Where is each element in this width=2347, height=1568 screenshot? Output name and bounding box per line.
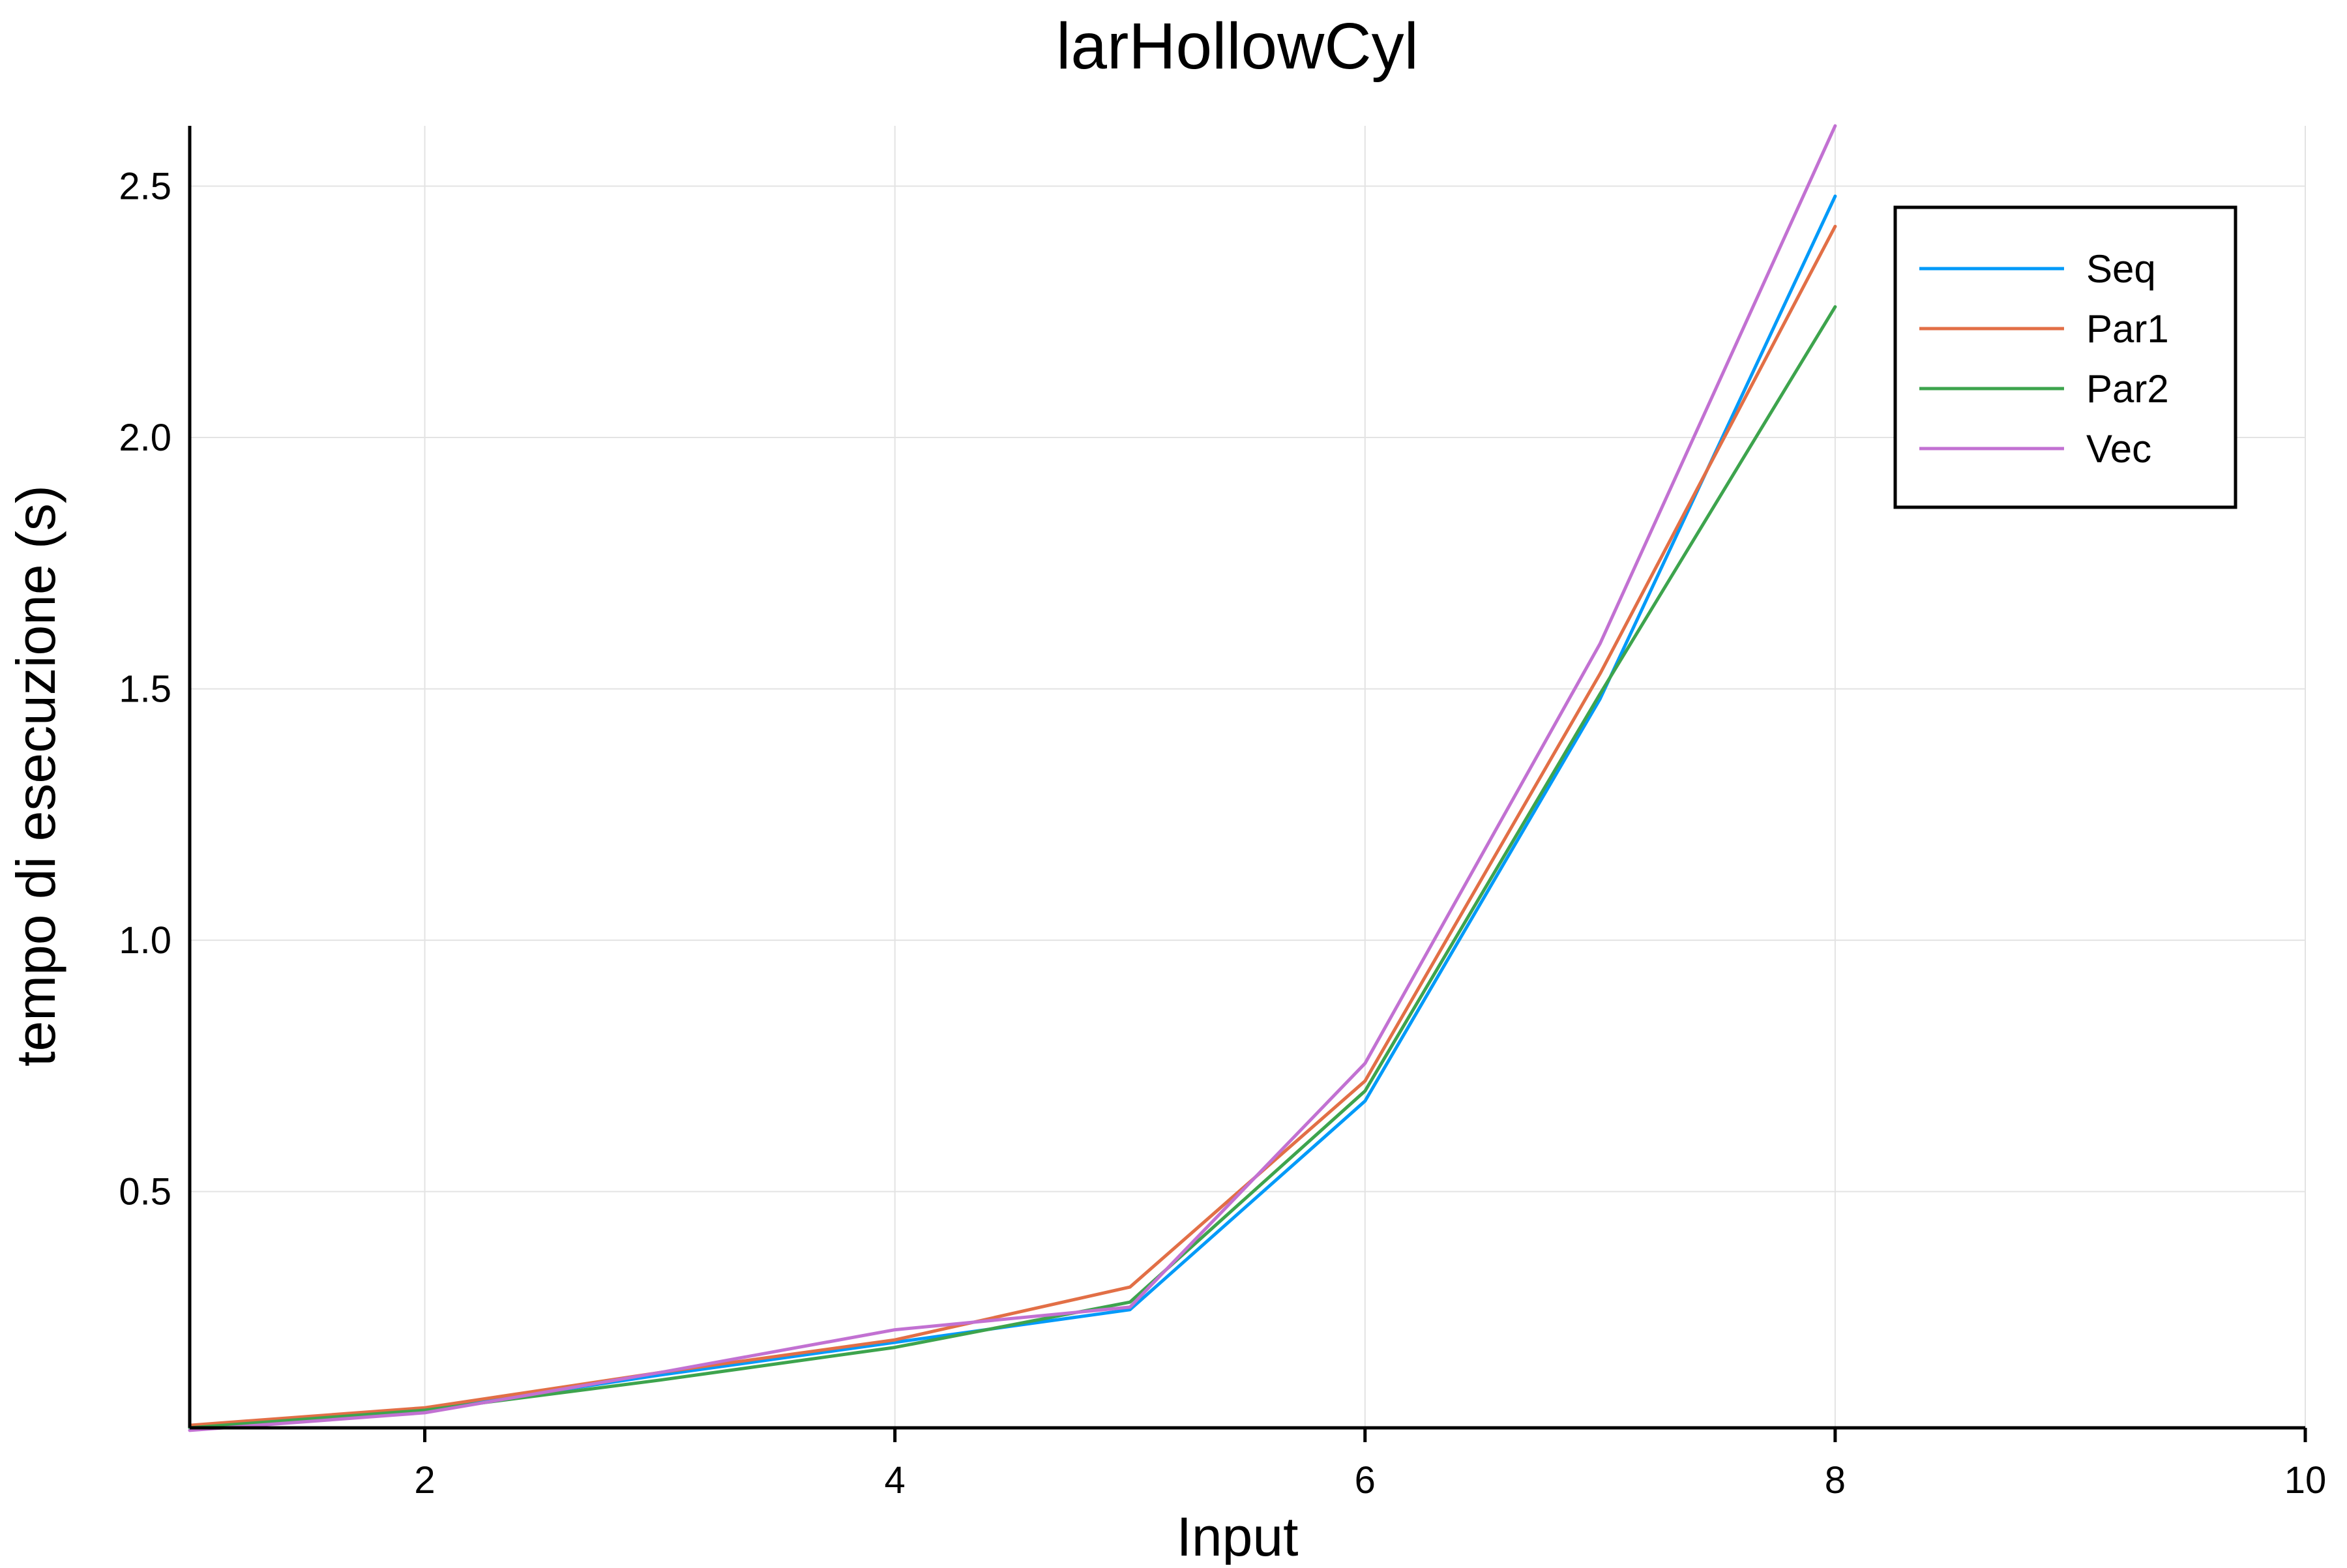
y-tick-label: 0.5 (119, 1171, 171, 1213)
legend-label-seq: Seq (2086, 247, 2156, 291)
tick-labels: 2 4 6 8 10 0.5 1.0 1.5 2.0 2.5 (119, 166, 2326, 1501)
series-lines (188, 124, 1837, 1432)
y-tick-label: 2.5 (119, 166, 171, 208)
axes (188, 126, 2307, 1442)
series-line-seq (188, 194, 1837, 1430)
legend-box (1893, 205, 2237, 509)
series-line-vec (188, 124, 1837, 1432)
y-tick-label: 1.0 (119, 919, 171, 962)
legend-label-par1: Par1 (2086, 307, 2169, 351)
y-tick-label: 1.5 (119, 668, 171, 711)
x-axis-label: Input (1177, 1506, 1299, 1565)
x-tick-label: 4 (885, 1459, 906, 1501)
legend: Seq Par1 Par2 Vec (1893, 205, 2237, 509)
series-line-par1 (188, 224, 1837, 1427)
x-tick-label: 8 (1825, 1459, 1846, 1501)
y-axis-label: tempo di esecuzione (s) (5, 485, 66, 1067)
chart-title: larHollowCyl (1056, 10, 1419, 83)
legend-label-par2: Par2 (2086, 367, 2169, 411)
series-line-par2 (188, 305, 1837, 1430)
x-tick-label: 10 (2284, 1459, 2327, 1501)
y-tick-label: 2.0 (119, 417, 171, 459)
legend-label-vec: Vec (2086, 427, 2151, 471)
x-tick-label: 2 (414, 1459, 435, 1501)
x-tick-label: 6 (1355, 1459, 1376, 1501)
